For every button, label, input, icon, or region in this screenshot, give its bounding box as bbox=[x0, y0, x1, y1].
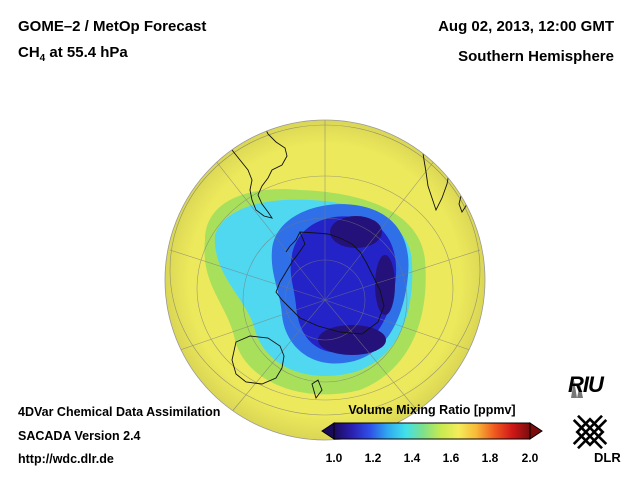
footer-url[interactable]: http://wdc.dlr.de bbox=[18, 452, 114, 466]
hemisphere-label: Southern Hemisphere bbox=[458, 48, 614, 65]
species-title: CH4 at 55.4 hPa bbox=[18, 44, 128, 64]
dlr-logo-text: DLR bbox=[594, 450, 621, 465]
field-layer bbox=[165, 120, 485, 440]
dlr-logo-icon bbox=[572, 414, 608, 450]
species-level: at 55.4 hPa bbox=[45, 44, 128, 61]
colorbar-tick-label: 1.6 bbox=[442, 451, 460, 465]
footer-version: SACADA Version 2.4 bbox=[18, 429, 141, 443]
colorbar-tick-label: 1.2 bbox=[364, 451, 382, 465]
globe-outline bbox=[164, 119, 486, 441]
colorbar-bar bbox=[333, 422, 531, 440]
riu-logo: RIU bbox=[568, 372, 604, 397]
colorbar-over-arrow bbox=[529, 422, 543, 440]
colorbar-title: Volume Mixing Ratio [ppmv] bbox=[348, 403, 516, 417]
species-subscript: 4 bbox=[39, 53, 46, 64]
colorbar-tick-label: 1.8 bbox=[481, 451, 499, 465]
colorbar-tick-label: 2.0 bbox=[521, 451, 539, 465]
riu-cathedral-icon bbox=[571, 380, 583, 398]
product-title: GOME–2 / MetOp Forecast bbox=[18, 18, 207, 35]
colorbar bbox=[321, 422, 543, 440]
forecast-datetime: Aug 02, 2013, 12:00 GMT bbox=[438, 18, 614, 35]
species-prefix: CH bbox=[18, 44, 40, 61]
colorbar-tick-label: 1.4 bbox=[403, 451, 421, 465]
colorbar-tick-label: 1.0 bbox=[325, 451, 343, 465]
footer-system: 4DVar Chemical Data Assimilation bbox=[18, 405, 221, 419]
